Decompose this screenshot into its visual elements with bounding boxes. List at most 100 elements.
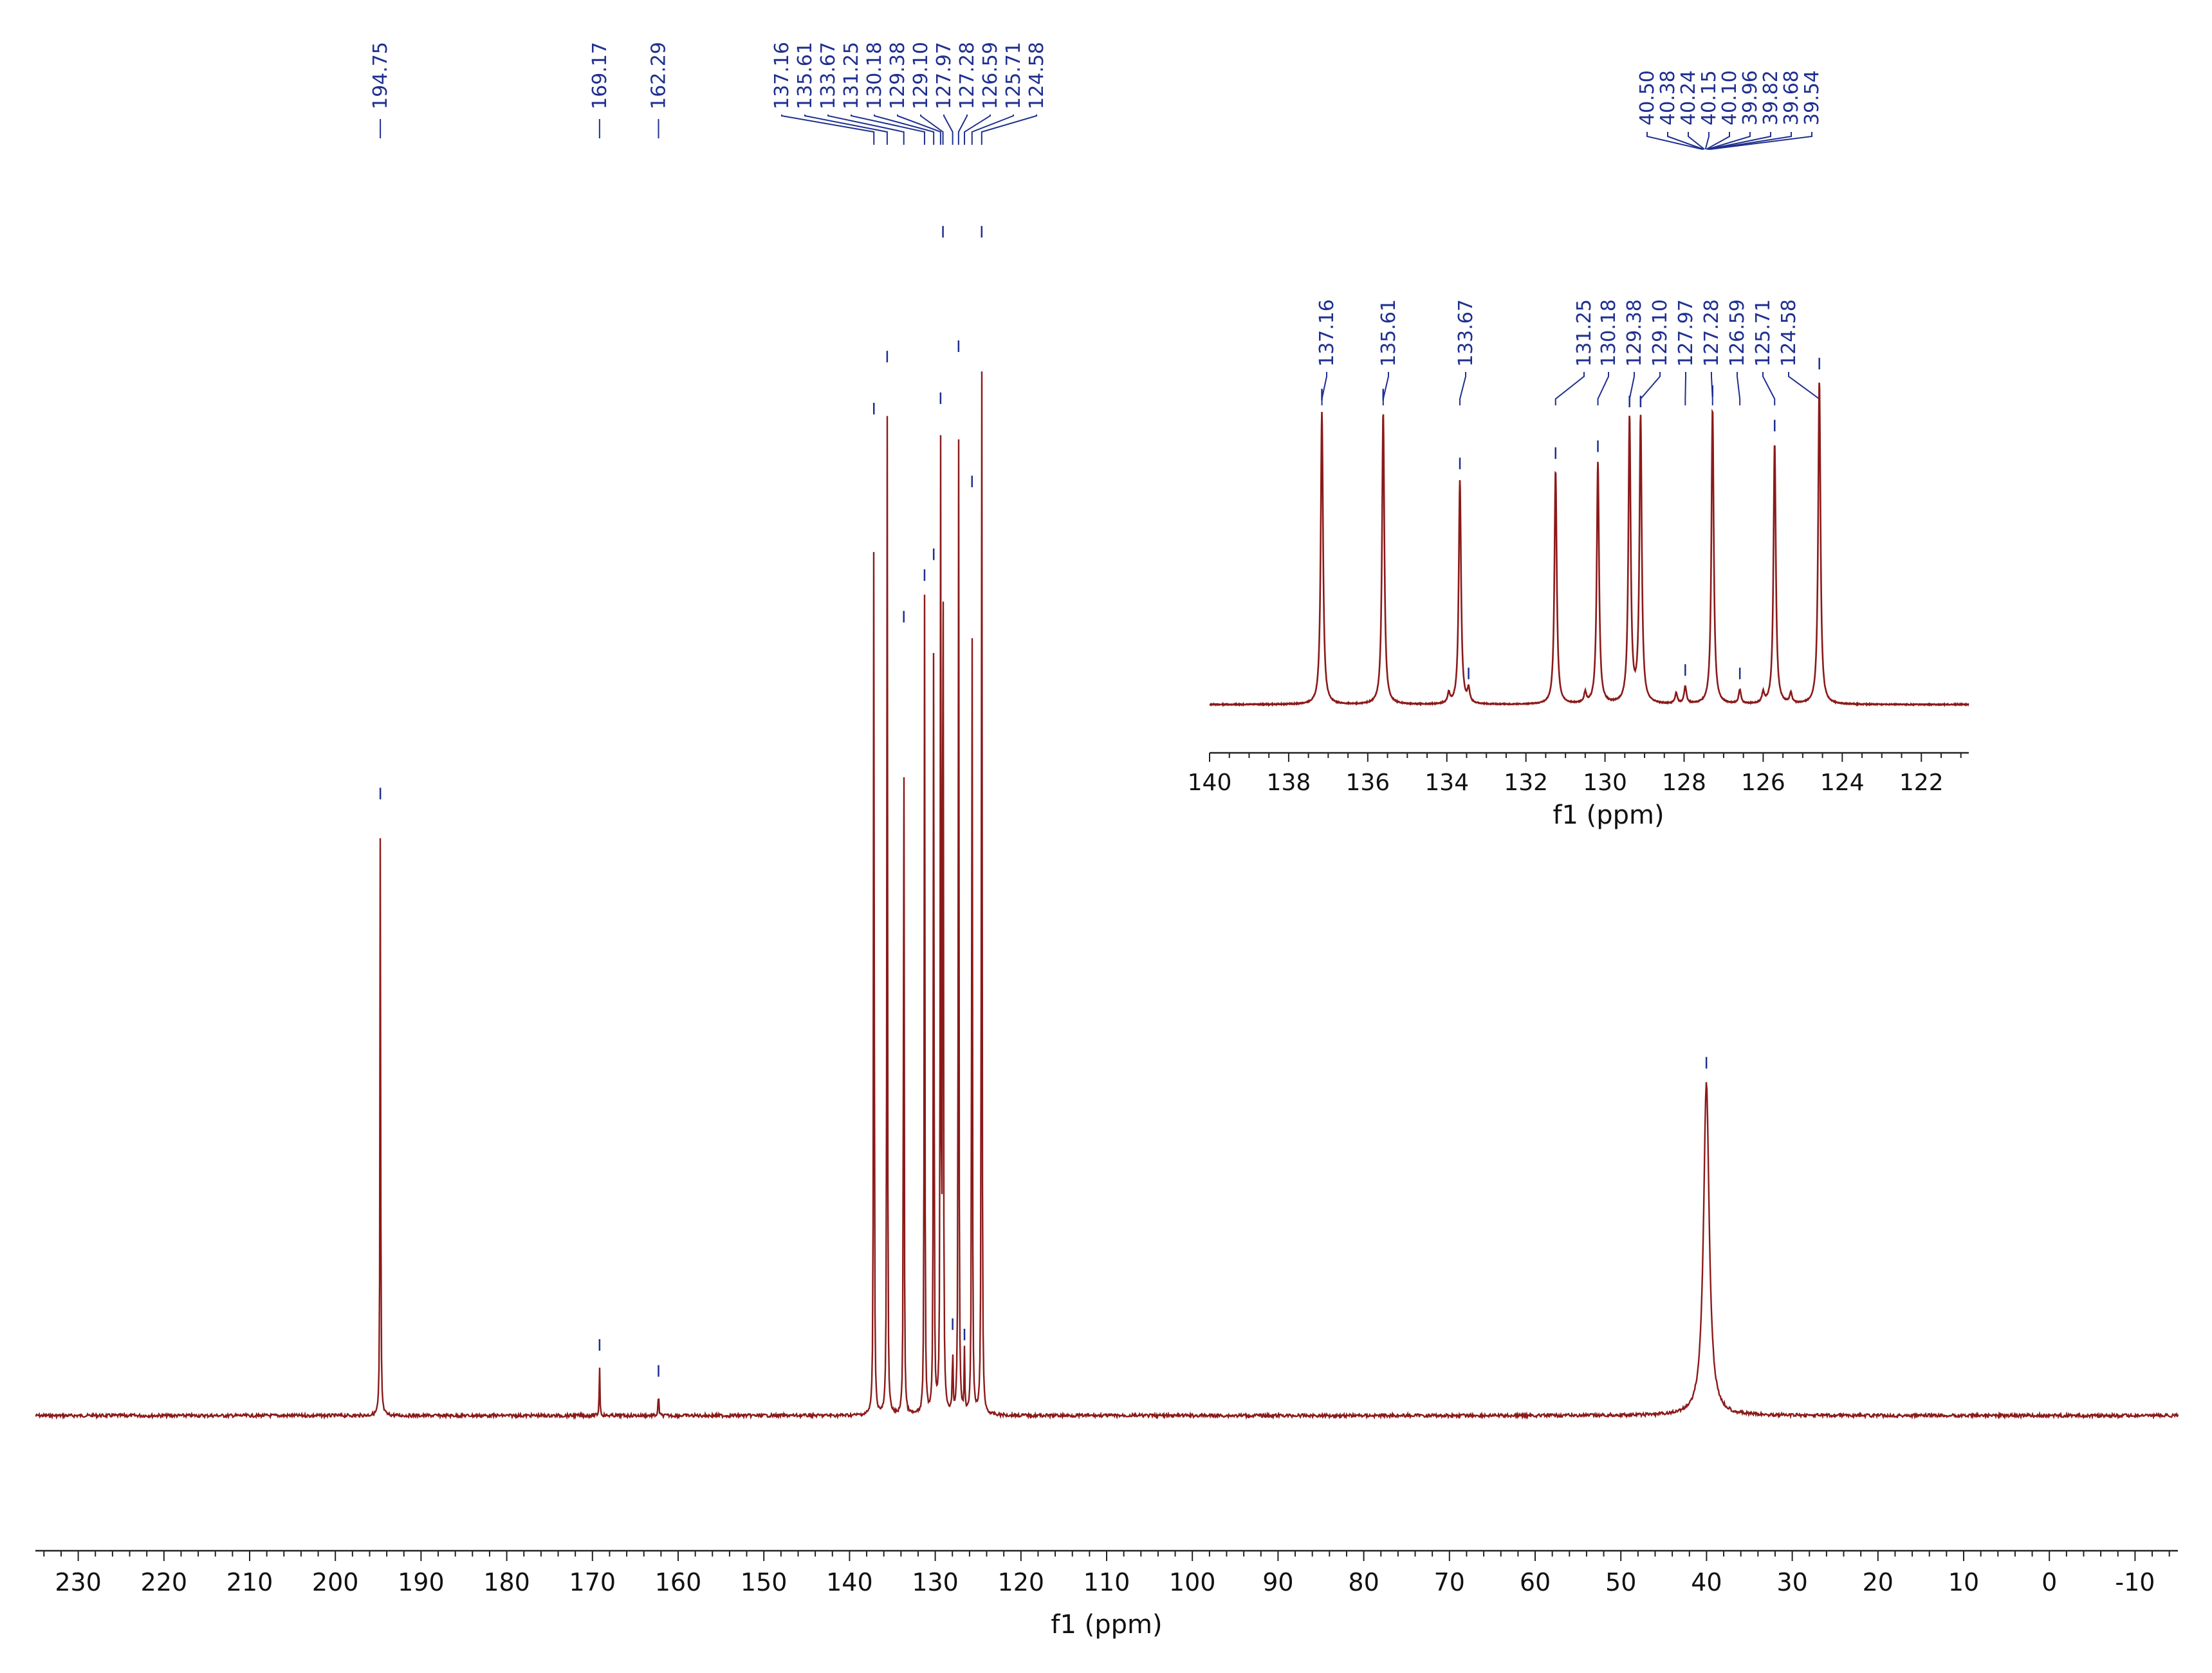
main-tick-label: 100 [1169, 1568, 1216, 1596]
main-peak-connector [1710, 132, 1812, 150]
main-peak-connector [851, 115, 925, 145]
inset-peak-connector [1554, 372, 1585, 405]
main-peak-connector [804, 115, 888, 145]
main-tick-label: 70 [1434, 1568, 1465, 1596]
inset-peak-connector [1737, 372, 1741, 405]
inset-peak-label: 129.38 [1623, 299, 1646, 367]
main-tick-label: 0 [2041, 1568, 2057, 1596]
inset-tick-label: 134 [1424, 770, 1469, 796]
main-peak-label: 130.18 [863, 42, 886, 109]
inset-tick-label: 136 [1345, 770, 1390, 796]
inset-tick-label: 124 [1820, 770, 1865, 796]
main-peak-label: 125.71 [1002, 42, 1025, 109]
inset-tick-label: 130 [1583, 770, 1627, 796]
main-peak-connector [943, 115, 954, 145]
main-peak-label: 40.15 [1698, 70, 1720, 125]
main-tick-label: 180 [483, 1568, 530, 1596]
inset-peak-connector [1788, 372, 1820, 405]
main-tick-label: 60 [1520, 1568, 1551, 1596]
main-x-axis: 230 220 210 200 190 180 170 160 150 140 130 120 110 1… [35, 1549, 2178, 1596]
main-tick-label: 20 [1863, 1568, 1894, 1596]
main-peak-label: 162.29 [647, 42, 670, 109]
main-peak-connector [1709, 132, 1792, 150]
inset-peak-connector [1382, 372, 1389, 405]
main-peak-connector [957, 115, 968, 145]
main-tick-label: 10 [1948, 1568, 1979, 1596]
inset-peak-connector [1762, 372, 1776, 405]
main-peak-connector [874, 115, 935, 145]
main-peak-label: 39.82 [1760, 70, 1782, 125]
main-tick-label: 50 [1605, 1568, 1636, 1596]
inset-peak-connector [1321, 372, 1327, 405]
main-peak-label: 39.68 [1780, 70, 1803, 125]
main-peak-connector [1707, 132, 1751, 150]
main-tick-label: 120 [998, 1568, 1045, 1596]
main-peak-connector [1646, 132, 1703, 150]
main-peak-labels: 194.75 169.17 162.29 137.16 135.61 133.67 131.… [369, 42, 1823, 1377]
main-tick-label: 210 [226, 1568, 273, 1596]
main-tick-label: 200 [312, 1568, 359, 1596]
main-tick-label: 140 [826, 1568, 873, 1596]
main-peak-label: 194.75 [369, 42, 392, 109]
main-peak-connector [1706, 132, 1730, 150]
main-tick-label: 170 [569, 1568, 616, 1596]
main-peak-connector [1667, 132, 1704, 150]
main-peak-label: 127.97 [933, 42, 955, 109]
main-peak-label: 131.25 [840, 42, 863, 109]
main-peak-connector [981, 115, 1037, 145]
main-peak-connector [964, 115, 991, 145]
main-peak-connector [1688, 132, 1705, 150]
main-peak-label: 40.38 [1657, 70, 1679, 125]
inset-peak-label: 135.61 [1378, 299, 1400, 367]
inset-peak-label: 133.67 [1455, 299, 1477, 367]
main-peak-label: 40.10 [1719, 70, 1741, 125]
main-x-axis-title: f1 (ppm) [1051, 1610, 1162, 1640]
inset-peak-label: 131.25 [1573, 299, 1596, 367]
inset-peak-label: 130.18 [1598, 299, 1620, 367]
inset-peak-label: 126.59 [1726, 299, 1749, 367]
inset-tick-label: 138 [1267, 770, 1311, 796]
main-peak-label: 39.96 [1739, 70, 1762, 125]
inset-peak-label: 127.97 [1675, 299, 1697, 367]
inset-peak-labels: 137.16 135.61 133.67 131.25 130.18 129.38 129.… [1316, 299, 1820, 679]
inset-tick-label: 126 [1741, 770, 1785, 796]
inset-x-axis-title: f1 (ppm) [1553, 800, 1664, 830]
inset-peak-label: 125.71 [1752, 299, 1774, 367]
main-tick-label: 150 [741, 1568, 788, 1596]
main-peak-label: 135.61 [794, 42, 816, 109]
main-peak-connector [1704, 132, 1710, 150]
main-peak-connector [827, 115, 905, 145]
inset-peak-label: 124.58 [1778, 299, 1800, 367]
main-peak-label: 169.17 [589, 42, 611, 109]
main-tick-label: 220 [141, 1568, 188, 1596]
main-tick-label: 190 [398, 1568, 445, 1596]
inset-peak-connector [1684, 372, 1686, 405]
main-tick-label: 80 [1348, 1568, 1379, 1596]
main-peak-label: 124.58 [1026, 42, 1048, 109]
inset-x-axis: 140 138 136 134 132 130 128 126 124 122 [1188, 752, 1969, 796]
main-tick-label: 90 [1262, 1568, 1293, 1596]
inset-tick-label: 140 [1188, 770, 1232, 796]
main-peak-connector [920, 115, 944, 145]
main-tick-label: 110 [1083, 1568, 1130, 1596]
main-peak-label: 137.16 [771, 42, 793, 109]
main-peak-label: 40.50 [1636, 70, 1659, 125]
inset-peak-label: 127.28 [1700, 299, 1723, 367]
main-peak-label: 39.54 [1801, 70, 1823, 125]
main-peak-label: 129.10 [910, 42, 932, 109]
inset-spectrum-trace [1209, 382, 1969, 708]
inset-tick-label: 122 [1899, 770, 1944, 796]
main-tick-label: -10 [2115, 1568, 2155, 1596]
main-peak-label: 127.28 [956, 42, 979, 109]
main-peak-label: 133.67 [817, 42, 840, 109]
main-spectrum-trace [35, 371, 2179, 1421]
main-tick-label: 30 [1776, 1568, 1807, 1596]
main-peak-label: 40.24 [1677, 70, 1700, 125]
main-peak-label: 129.38 [887, 42, 909, 109]
main-peak-connector [1708, 132, 1771, 150]
inset-peak-label: 137.16 [1316, 299, 1338, 367]
inset-peak-connector [1459, 372, 1466, 405]
inset-tick-label: 128 [1662, 770, 1706, 796]
main-peak-connector [781, 115, 875, 145]
